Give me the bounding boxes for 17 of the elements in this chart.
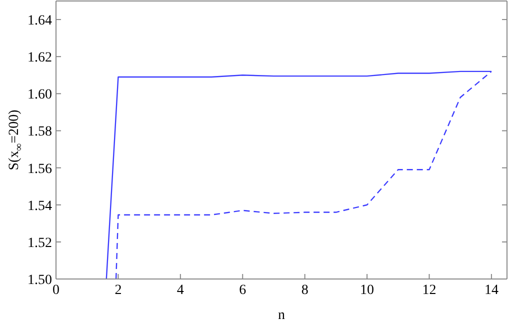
- x-tick-label: 2: [114, 282, 122, 298]
- x-tick-label: 8: [301, 282, 308, 298]
- y-tick-label: 1.52: [28, 236, 52, 251]
- x-tick-label: 0: [52, 282, 60, 298]
- y-tick-label: 1.60: [28, 88, 52, 103]
- y-tick-label: 1.64: [28, 14, 52, 29]
- y-tick-label: 1.58: [28, 124, 52, 140]
- y-tick-label: 1.50: [28, 272, 52, 288]
- x-tick-label: 6: [239, 282, 246, 298]
- x-tick-label: 12: [422, 282, 436, 298]
- x-tick-label: 10: [360, 282, 374, 298]
- y-tick-label: 1.56: [28, 162, 52, 177]
- x-tick-label: 14: [484, 282, 498, 298]
- x-tick-label: 4: [176, 282, 184, 298]
- y-tick-label: 1.54: [28, 198, 52, 214]
- x-axis-title: n: [278, 308, 285, 323]
- y-tick-label: 1.62: [28, 50, 52, 66]
